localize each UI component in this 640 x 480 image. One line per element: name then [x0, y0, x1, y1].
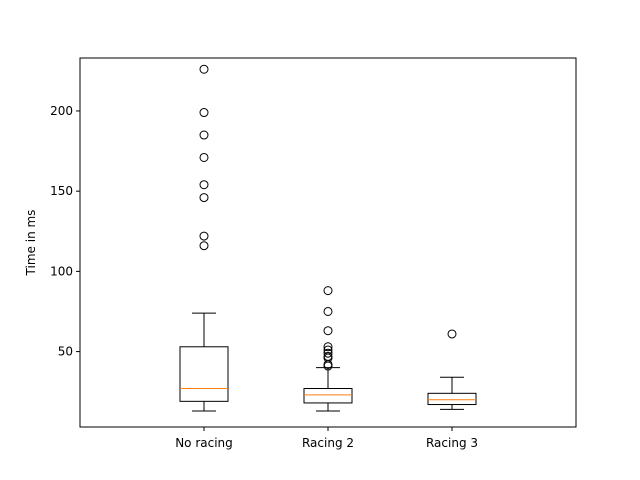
outlier-point — [199, 152, 209, 162]
box-group — [179, 64, 229, 412]
x-axis: No racing Racing 2 Racing 3 — [175, 427, 478, 450]
x-tick-label: No racing — [175, 436, 233, 450]
outlier-point — [323, 342, 333, 352]
outlier-point — [199, 130, 209, 140]
outlier-point — [323, 351, 333, 361]
iqr-box — [179, 346, 229, 402]
outlier-point — [323, 348, 333, 358]
y-axis: 50 100 150 200 — [50, 104, 80, 359]
iqr-box — [427, 392, 477, 406]
box-group — [427, 329, 477, 410]
x-tick-label: Racing 3 — [426, 436, 478, 450]
y-tick-label: 100 — [50, 264, 73, 278]
box-group — [303, 286, 353, 412]
outlier-point — [323, 345, 333, 355]
outlier-point — [199, 193, 209, 203]
iqr-box — [303, 387, 353, 404]
outlier-point — [323, 306, 333, 316]
outlier-point — [199, 241, 209, 251]
outlier-point — [323, 286, 333, 296]
y-tick-label: 200 — [50, 104, 73, 118]
outlier-point — [199, 180, 209, 190]
boxes-layer — [179, 64, 477, 412]
y-tick-label: 150 — [50, 184, 73, 198]
outlier-point — [199, 64, 209, 74]
outlier-point — [199, 108, 209, 118]
plot-area — [80, 58, 576, 427]
y-axis-label: Time in ms — [24, 210, 38, 277]
outlier-point — [323, 326, 333, 336]
outlier-point — [199, 231, 209, 241]
x-tick-label: Racing 2 — [302, 436, 354, 450]
plot-frame — [79, 57, 577, 428]
y-tick-label: 50 — [58, 345, 73, 359]
outlier-point — [447, 329, 457, 339]
